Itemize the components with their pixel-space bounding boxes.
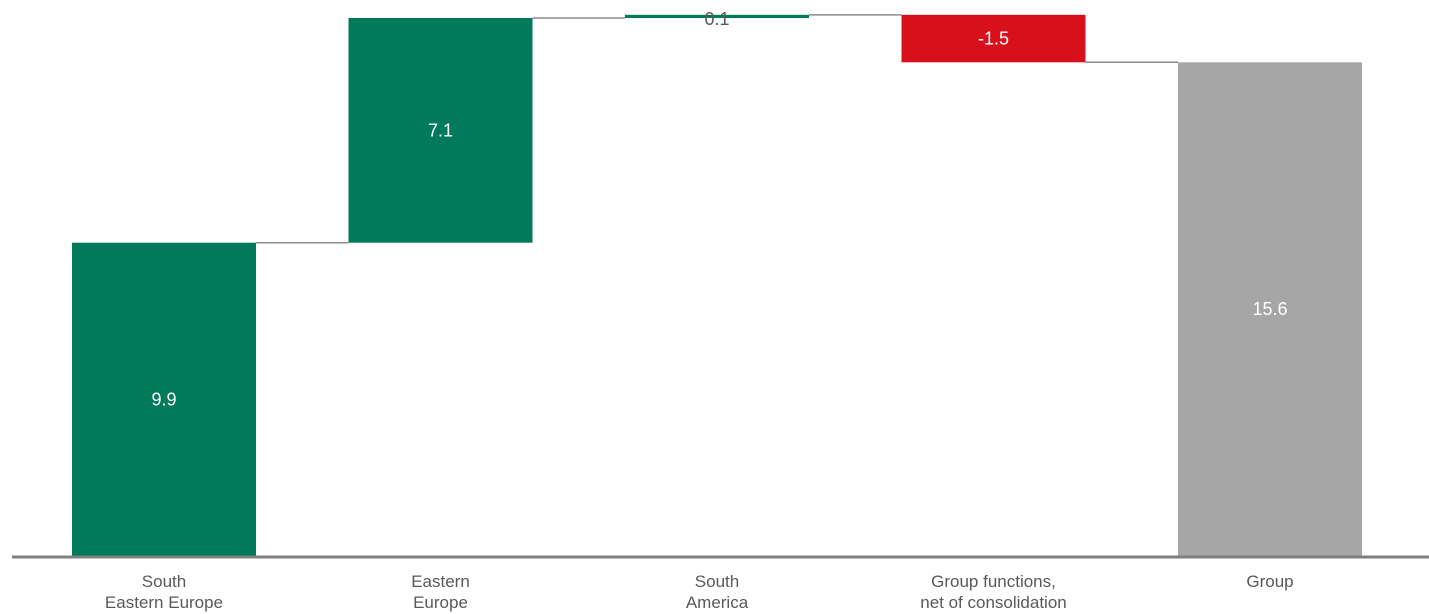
category-label-4-0: Group [1246, 572, 1293, 591]
category-label-3-1: net of consolidation [920, 593, 1067, 612]
bar-2 [625, 14, 809, 18]
category-label-1-0: Eastern [411, 572, 470, 591]
connector-lines [256, 14, 1178, 244]
bar-3 [901, 14, 1086, 63]
bar-value-label-4: 15.6 [1252, 299, 1287, 319]
bar-value-label-2: 0.1 [704, 9, 729, 29]
bar-value-label-0: 9.9 [151, 389, 176, 409]
category-label-0-1: Eastern Europe [105, 593, 223, 612]
bar-1 [348, 18, 533, 243]
bar-0 [72, 242, 256, 556]
bar-4 [1178, 62, 1362, 557]
category-label-2-0: South [695, 572, 739, 591]
bar-value-label-1: 7.1 [428, 120, 453, 140]
category-labels-group: South Eastern Europe Eastern Europe South Ame… [105, 572, 1294, 612]
bar-value-label-3: -1.5 [978, 29, 1009, 49]
category-label-3-0: Group functions, [931, 572, 1056, 591]
bar-labels-group: 9.9 7.1 0.1 -1.5 15.6 [151, 9, 1287, 410]
category-label-1-1: Europe [413, 593, 468, 612]
category-label-0-0: South [142, 572, 186, 591]
category-label-2-1: America [686, 593, 749, 612]
bars-group [72, 14, 1362, 557]
